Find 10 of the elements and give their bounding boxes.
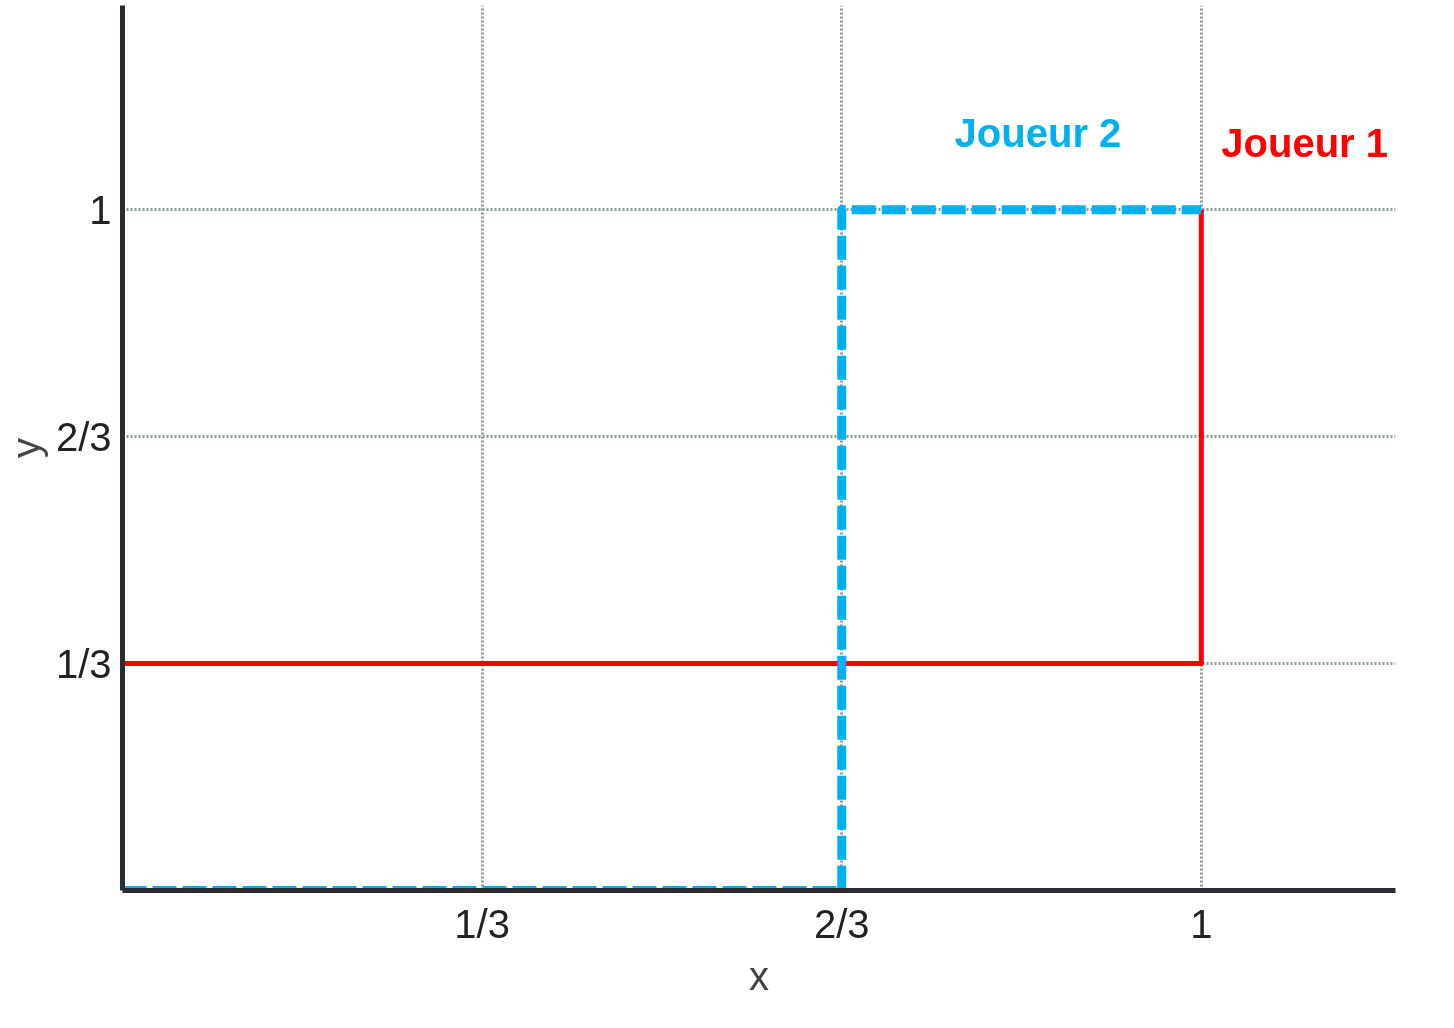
y-tick-label: 1 [89,187,112,232]
y-axis-title: y [3,438,48,458]
y-tick-label: 1/3 [55,641,112,686]
series-label: Joueur 2 [954,110,1122,155]
y-tick-label: 2/3 [55,414,112,459]
x-axis-title: x [749,953,769,998]
x-tick-label: 2/3 [813,901,870,946]
x-tick-label: 1/3 [454,901,510,946]
x-tick-label: 1 [1190,901,1213,946]
series-label: Joueur 1 [1221,120,1389,165]
